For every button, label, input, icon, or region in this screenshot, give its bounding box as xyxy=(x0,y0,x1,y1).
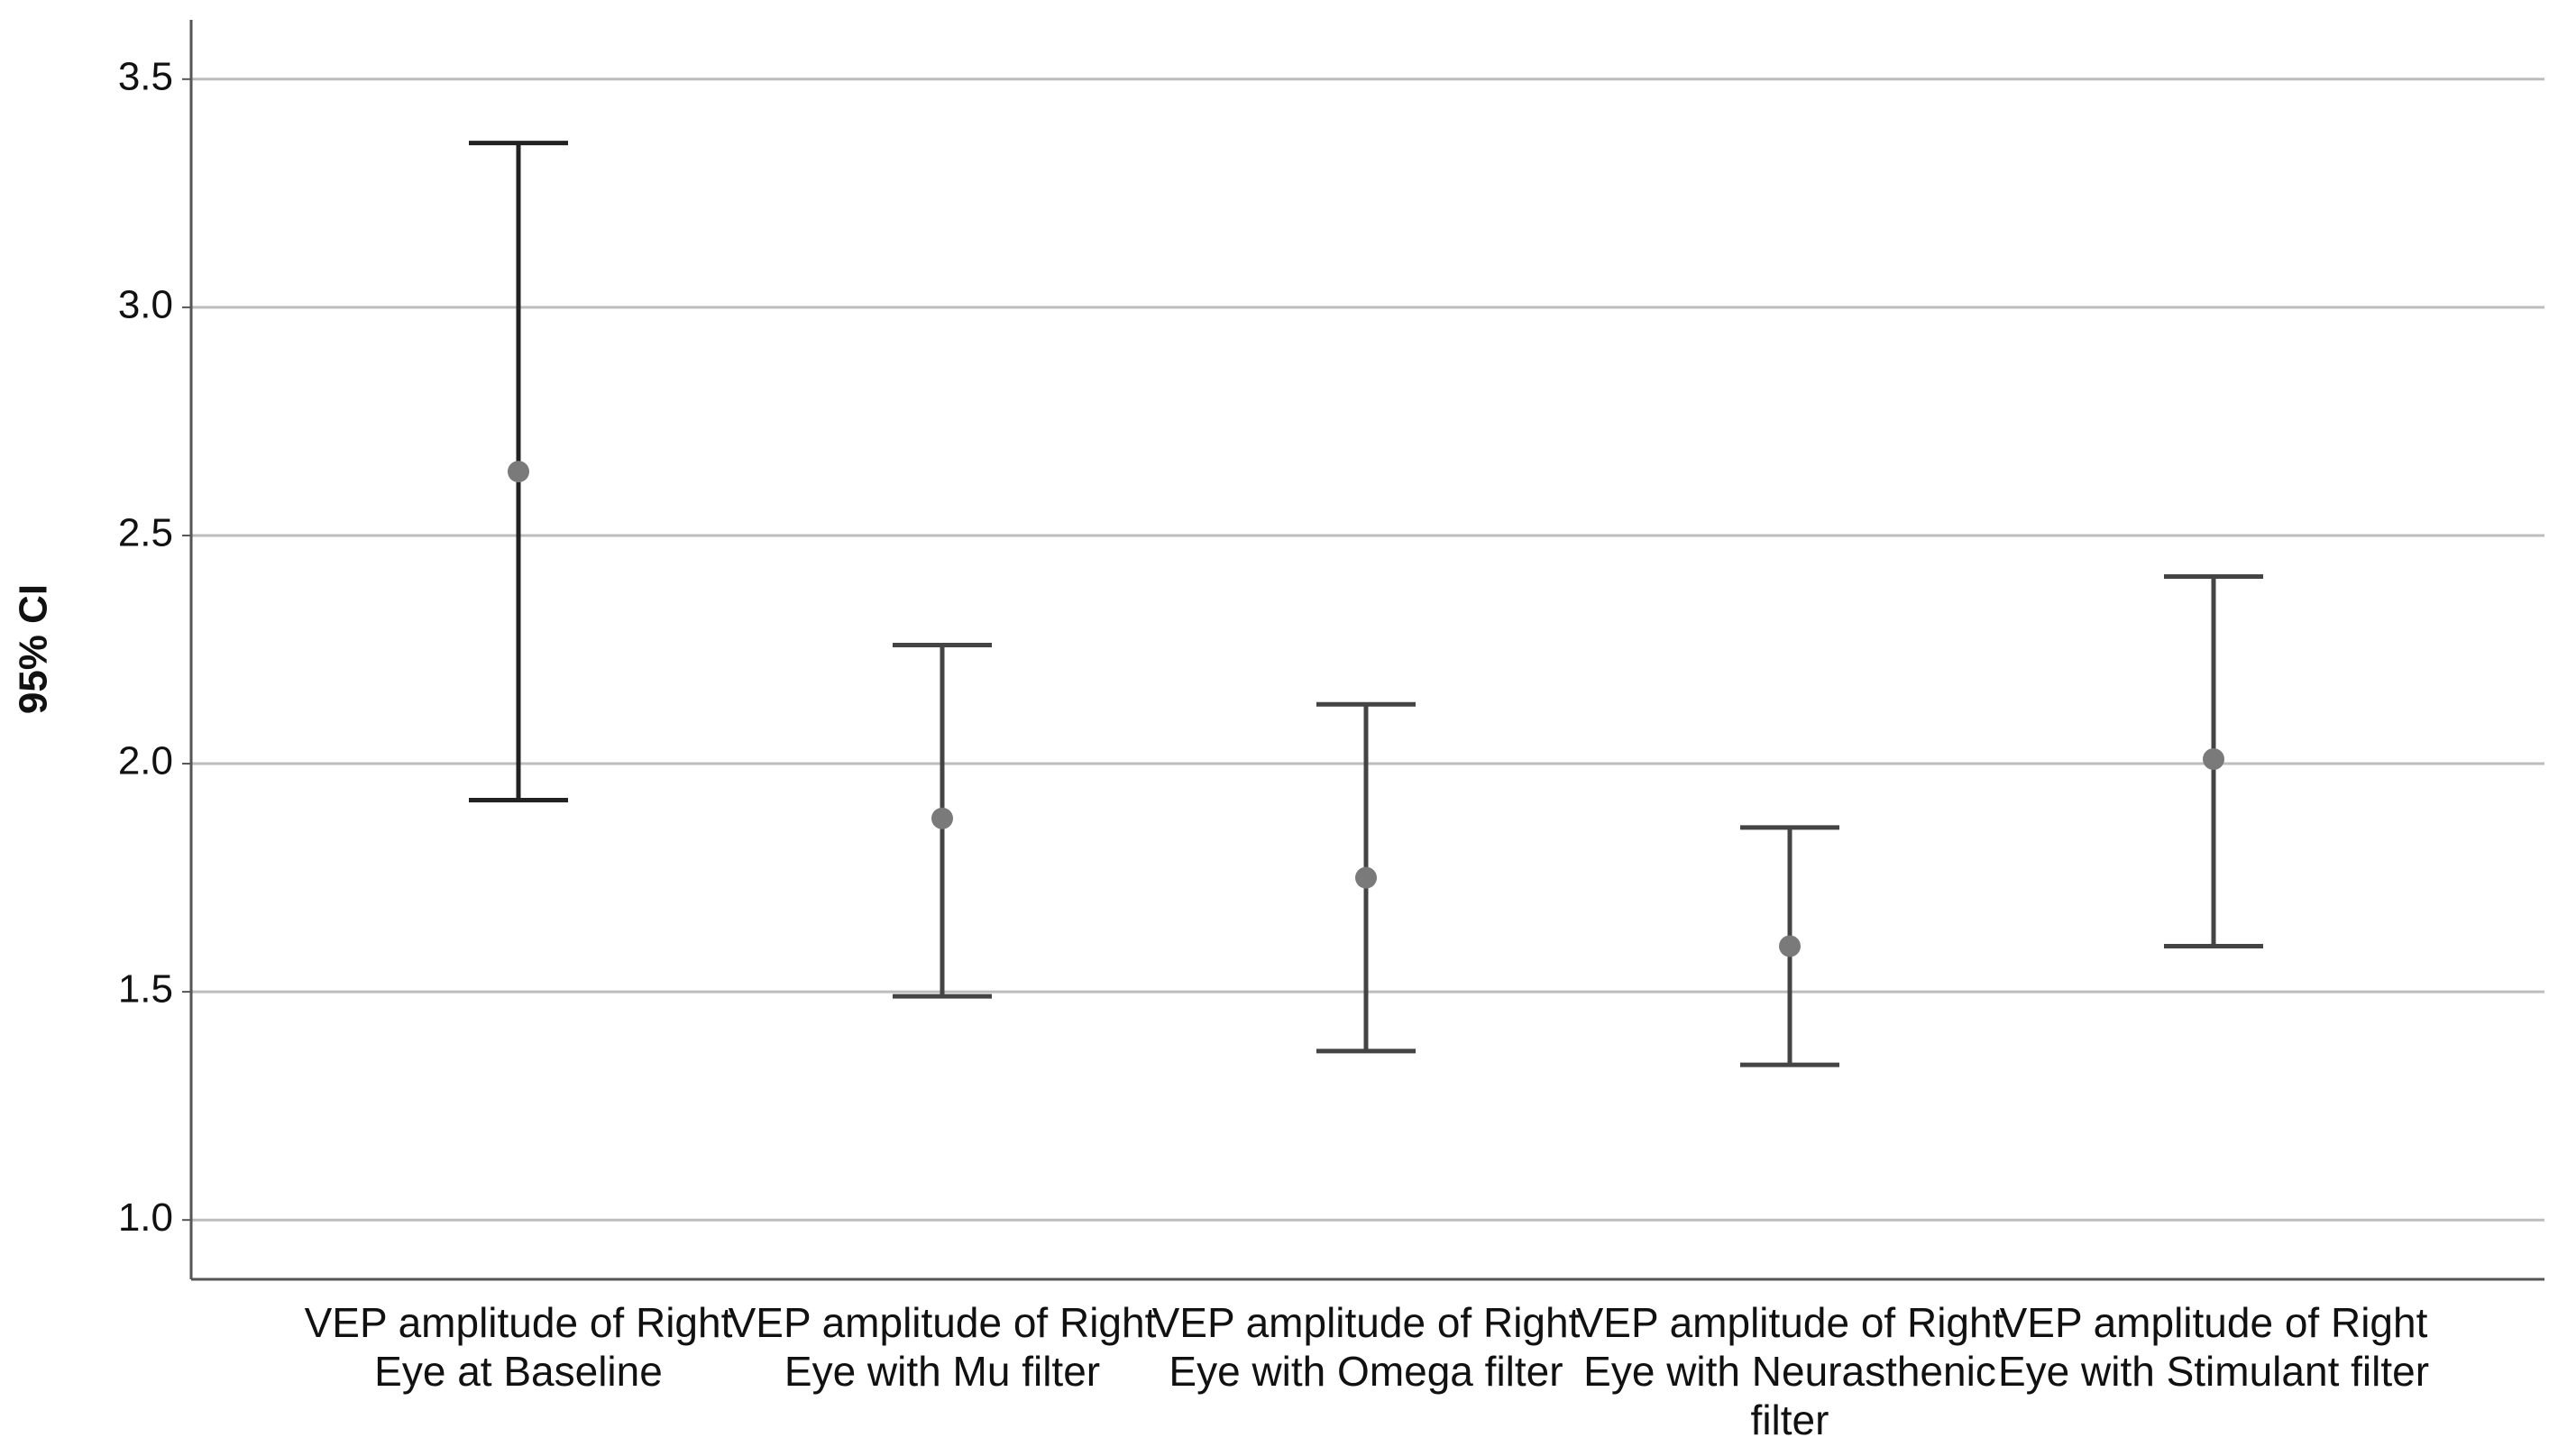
y-tick-label: 2.5 xyxy=(118,511,173,555)
x-tick-label: VEP amplitude of Right Eye at Baseline xyxy=(304,1299,733,1395)
x-tick-label: VEP amplitude of Right Eye with Mu filte… xyxy=(728,1299,1157,1395)
mean-point xyxy=(1779,935,1801,957)
y-tick-label: 1.5 xyxy=(118,967,173,1012)
x-tick-label: VEP amplitude of Right Eye with Omega fi… xyxy=(1151,1299,1581,1395)
x-tick-label: VEP amplitude of Right Eye with Stimulan… xyxy=(1997,1299,2430,1395)
y-tick-label: 2.0 xyxy=(118,739,173,783)
x-tick-label: VEP amplitude of Right Eye with Neurasth… xyxy=(1575,1299,2004,1443)
y-tick-label: 3.0 xyxy=(118,283,173,327)
y-tick-label: 1.0 xyxy=(118,1195,173,1240)
mean-point xyxy=(1355,866,1377,889)
y-tick-label: 3.5 xyxy=(118,54,173,98)
mean-point xyxy=(2203,747,2224,770)
mean-point xyxy=(931,807,953,829)
y-axis-label: 95% CI xyxy=(12,584,56,714)
mean-point xyxy=(508,461,529,483)
